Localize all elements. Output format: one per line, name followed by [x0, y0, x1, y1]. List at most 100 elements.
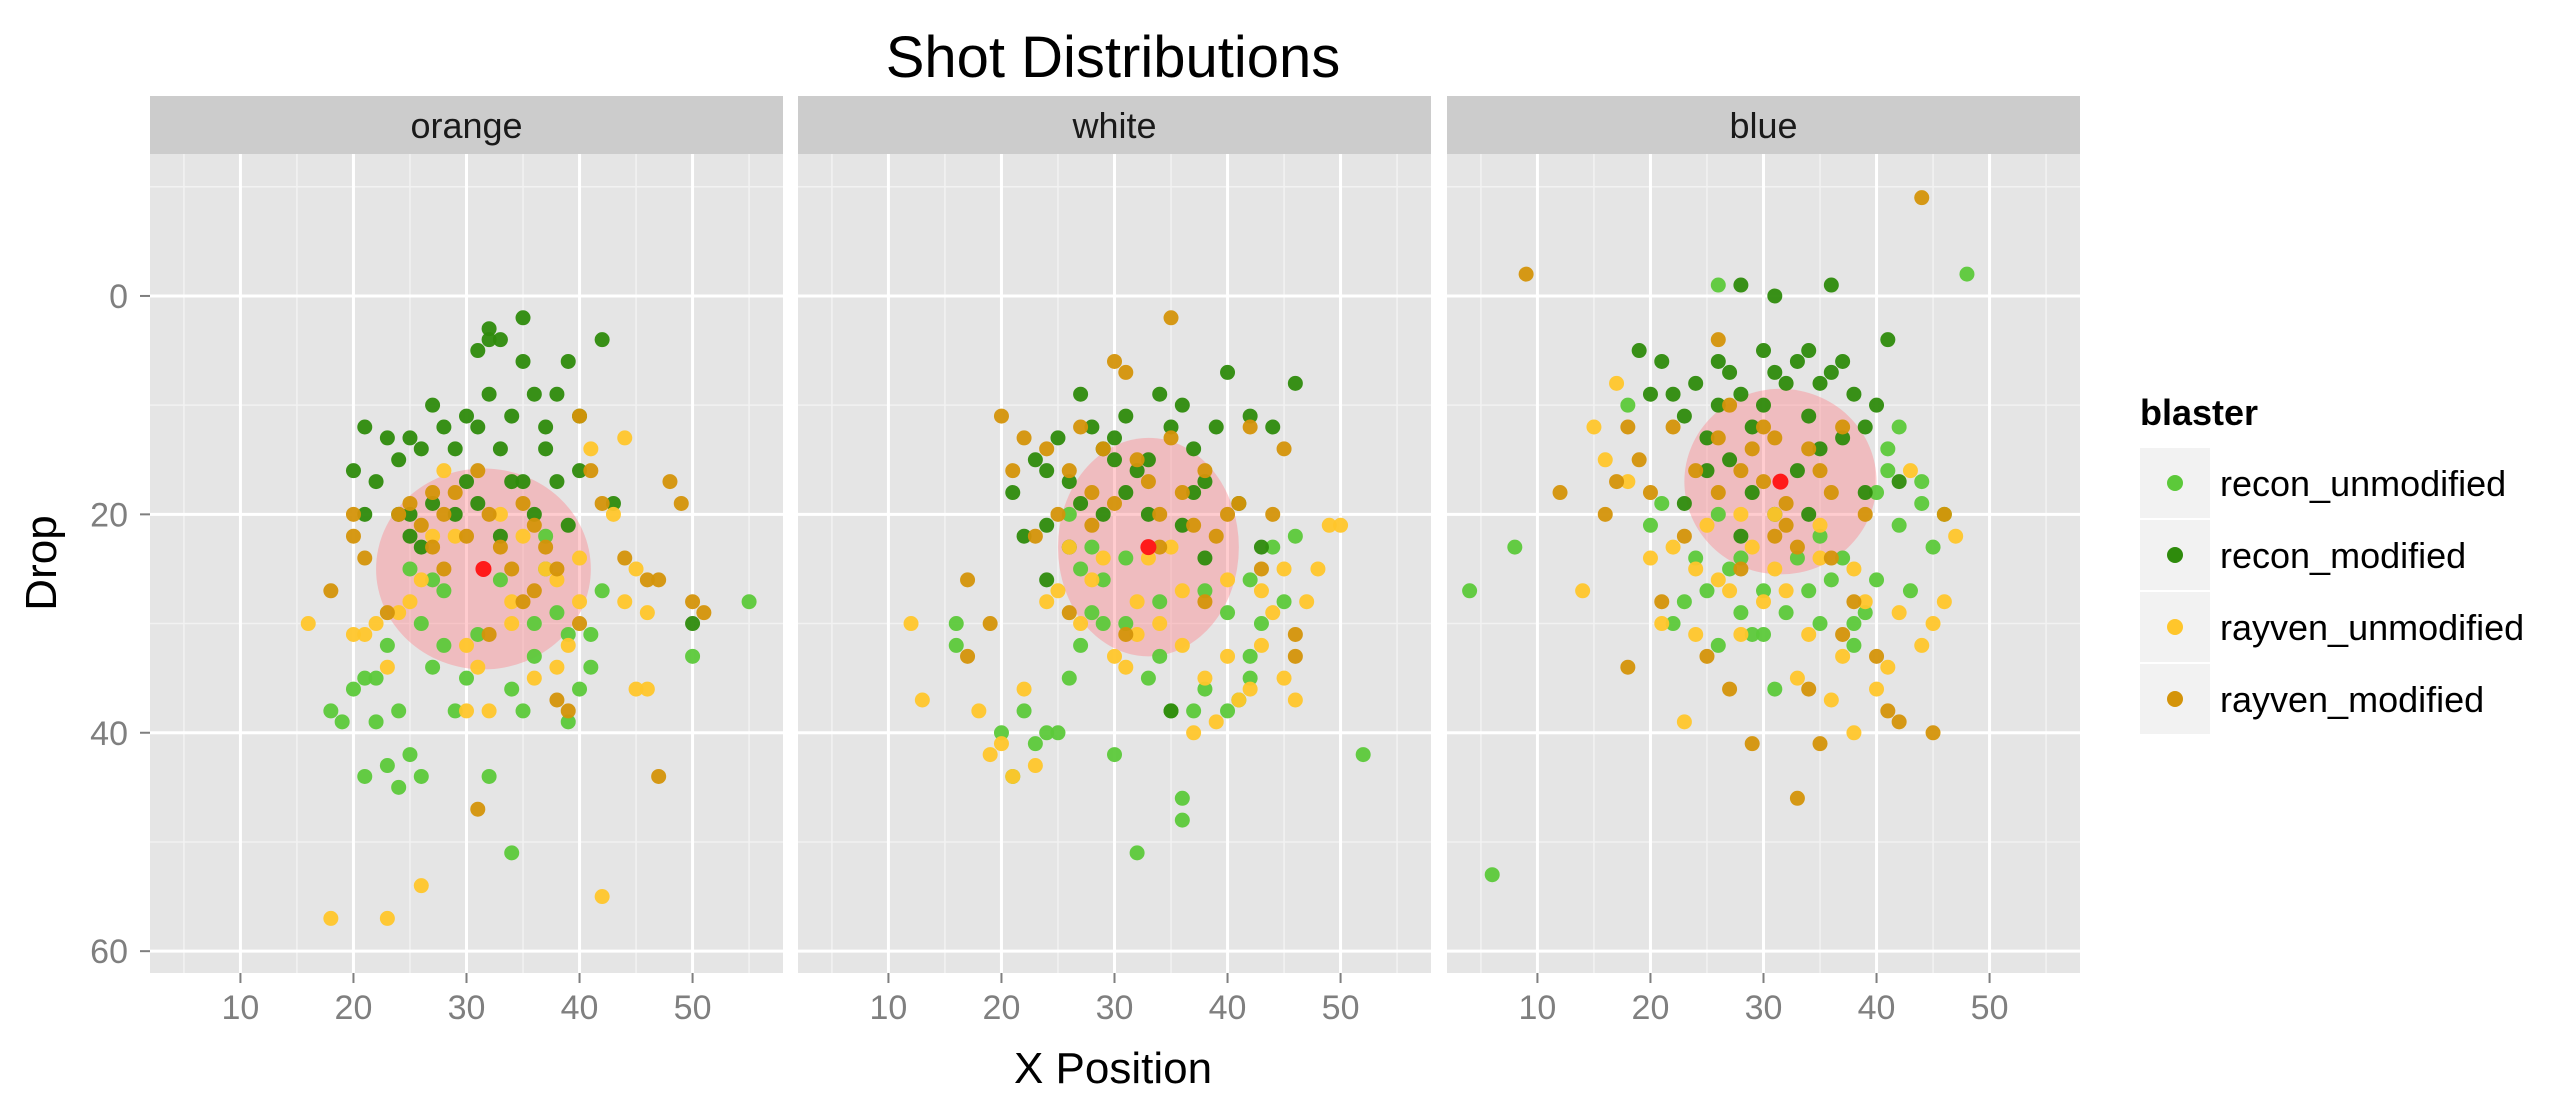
data-point	[413, 616, 429, 632]
data-point	[560, 703, 576, 719]
data-point	[1321, 517, 1337, 533]
x-tick-label: 50	[1971, 989, 2009, 1027]
data-point	[1310, 561, 1326, 577]
strip-background	[150, 96, 783, 154]
data-point	[334, 714, 350, 730]
data-point	[993, 736, 1009, 752]
data-point	[1242, 408, 1258, 424]
data-point	[1118, 626, 1134, 642]
data-point	[1789, 539, 1805, 555]
data-point	[1631, 452, 1647, 468]
data-point	[639, 605, 655, 621]
data-point	[1005, 463, 1021, 479]
data-point	[1129, 594, 1145, 610]
data-point	[526, 616, 542, 632]
data-point	[492, 506, 508, 522]
data-point	[357, 419, 373, 435]
data-point	[685, 648, 701, 664]
data-point	[1186, 517, 1202, 533]
data-point	[617, 550, 633, 566]
data-point	[1507, 539, 1523, 555]
data-point	[504, 616, 520, 632]
data-point	[1789, 790, 1805, 806]
data-point	[345, 528, 361, 544]
data-point	[1118, 616, 1134, 632]
data-point	[1744, 485, 1760, 501]
data-point	[1767, 681, 1783, 697]
data-point	[1027, 528, 1043, 544]
data-point	[673, 495, 689, 511]
data-point	[1936, 594, 1952, 610]
data-point	[357, 626, 373, 642]
data-point	[639, 572, 655, 588]
data-point	[1186, 485, 1202, 501]
data-point	[1129, 452, 1145, 468]
data-point	[1265, 605, 1281, 621]
data-point	[1095, 616, 1111, 632]
data-point	[1891, 605, 1907, 621]
data-point	[1140, 670, 1156, 686]
data-point	[1756, 397, 1771, 413]
data-point	[1107, 648, 1122, 664]
data-point	[1688, 626, 1704, 642]
data-point	[741, 594, 757, 610]
center-point	[475, 560, 492, 577]
data-point	[1039, 517, 1055, 533]
data-point	[391, 779, 407, 795]
data-point	[1733, 386, 1749, 402]
data-point	[1197, 681, 1213, 697]
data-point	[594, 583, 610, 599]
data-point	[481, 386, 497, 402]
data-point	[1620, 474, 1636, 490]
data-point	[1107, 495, 1122, 511]
data-point	[1129, 626, 1145, 642]
x-tick-label: 20	[983, 989, 1021, 1027]
legend-label: rayven_unmodified	[2220, 607, 2524, 648]
data-point	[1242, 648, 1258, 664]
legend-marker	[2167, 691, 2183, 707]
data-point	[538, 528, 554, 544]
data-point	[526, 386, 542, 402]
data-point	[560, 353, 576, 369]
data-point	[1710, 277, 1726, 293]
data-point	[1699, 463, 1715, 479]
center-point	[1772, 473, 1789, 490]
data-point	[345, 681, 361, 697]
data-point	[1801, 626, 1817, 642]
data-point	[538, 441, 554, 457]
legend-entry-rayven_modified: rayven_modified	[2140, 664, 2484, 734]
data-point	[492, 332, 508, 348]
data-point	[1073, 637, 1089, 653]
data-point	[1869, 572, 1885, 588]
data-point	[1609, 474, 1625, 490]
legend-entries: recon_unmodified recon_modified rayven_unm…	[2140, 448, 2524, 734]
data-point	[459, 670, 474, 686]
data-point	[1710, 430, 1726, 446]
data-point	[436, 419, 452, 435]
data-point	[1575, 583, 1591, 599]
data-point	[549, 386, 565, 402]
data-point	[1835, 626, 1851, 642]
data-point	[1129, 845, 1145, 861]
data-point	[1197, 550, 1213, 566]
data-point	[1778, 583, 1794, 599]
data-point	[1642, 517, 1658, 533]
data-point	[391, 605, 407, 621]
data-point	[1936, 506, 1952, 522]
data-point	[1891, 517, 1907, 533]
data-point	[1733, 605, 1749, 621]
data-point	[481, 321, 497, 337]
data-point	[1005, 768, 1021, 784]
data-point	[651, 768, 667, 784]
data-point	[1756, 594, 1771, 610]
data-point	[1152, 506, 1168, 522]
data-point	[1084, 539, 1100, 555]
data-point	[481, 332, 497, 348]
data-point	[1914, 495, 1930, 511]
data-point	[1287, 626, 1303, 642]
data-point	[1276, 561, 1292, 577]
data-point	[1835, 353, 1851, 369]
data-point	[1722, 397, 1738, 413]
data-point	[1959, 266, 1975, 282]
data-point	[1688, 463, 1704, 479]
